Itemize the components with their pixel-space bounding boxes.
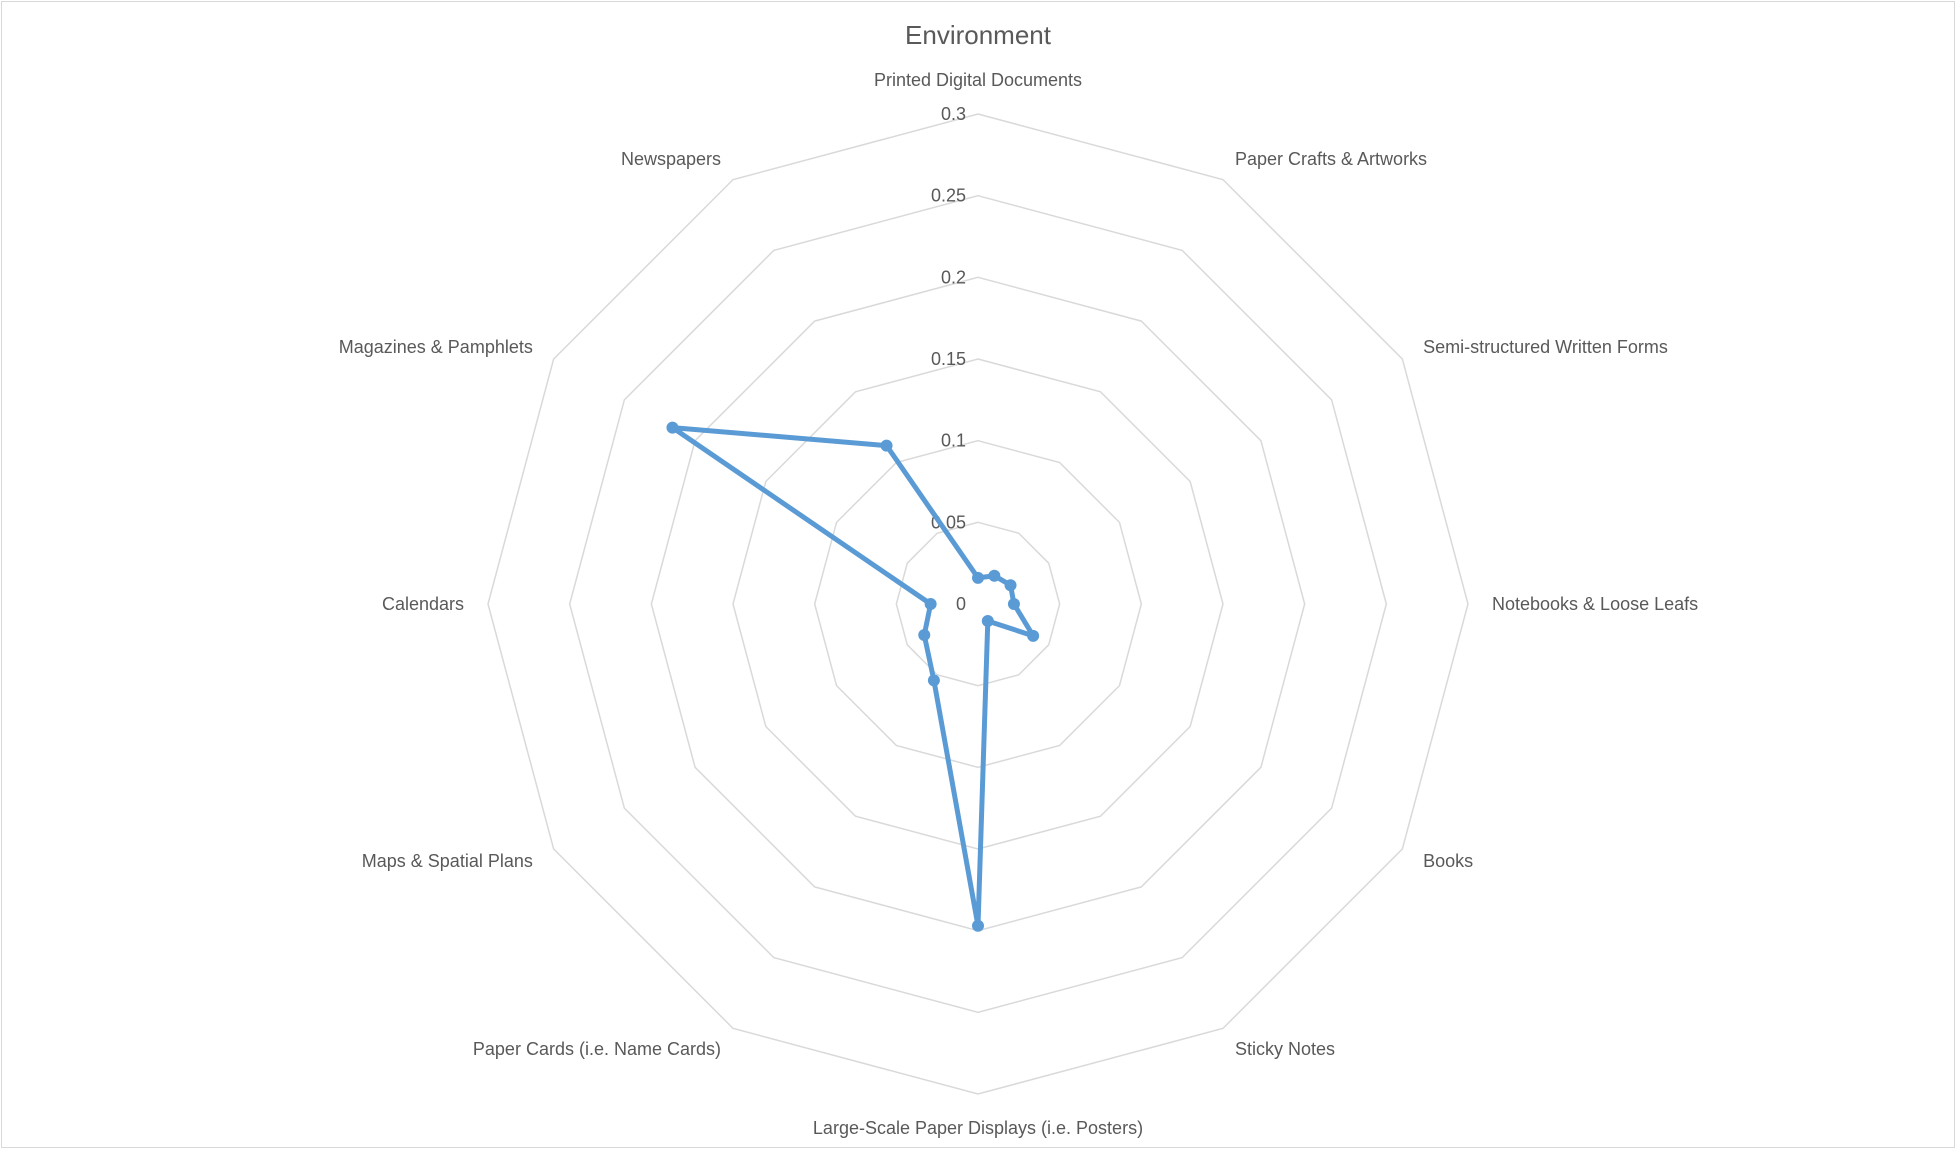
- category-label-7: Paper Cards (i.e. Name Cards): [473, 1039, 721, 1059]
- data-point-10: [666, 421, 679, 434]
- tick-label-1: 0.05: [931, 512, 966, 532]
- data-point-3: [1007, 598, 1020, 610]
- category-label-10: Magazines & Pamphlets: [339, 337, 533, 357]
- category-label-6: Large-Scale Paper Displays (i.e. Posters…: [813, 1118, 1143, 1138]
- data-series: [666, 421, 1040, 932]
- data-point-11: [880, 439, 893, 452]
- chart-title: Environment: [905, 20, 1052, 50]
- tick-label-6: 0.3: [941, 104, 966, 124]
- data-point-4: [1027, 629, 1040, 642]
- radar-grid: [487, 113, 1469, 1095]
- grid-ring-6: [487, 113, 1469, 1095]
- data-point-1: [988, 569, 1001, 582]
- tick-label-2: 0.1: [941, 431, 966, 451]
- data-point-6: [972, 919, 984, 932]
- category-label-3: Notebooks & Loose Leafs: [1492, 594, 1698, 614]
- category-label-9: Calendars: [382, 594, 464, 614]
- radial-axis-ticks: 0 0.05 0.1 0.15 0.2 0.25 0.3: [931, 104, 966, 614]
- tick-label-4: 0.2: [941, 267, 966, 287]
- data-point-0: [972, 571, 984, 584]
- category-label-1: Paper Crafts & Artworks: [1235, 149, 1427, 169]
- data-point-8: [918, 629, 931, 642]
- data-point-2: [1004, 579, 1017, 592]
- grid-ring-4: [650, 276, 1306, 932]
- data-point-5: [981, 614, 994, 627]
- grid-ring-3: [732, 358, 1224, 850]
- category-label-5: Sticky Notes: [1235, 1039, 1335, 1059]
- data-point-9: [924, 598, 937, 610]
- category-label-2: Semi-structured Written Forms: [1423, 337, 1668, 357]
- grid-ring-1: [895, 521, 1061, 687]
- tick-label-5: 0.25: [931, 186, 966, 206]
- tick-label-0: 0: [956, 594, 966, 614]
- category-label-0: Printed Digital Documents: [874, 70, 1082, 90]
- tick-label-3: 0.15: [931, 349, 966, 369]
- grid-ring-5: [568, 194, 1388, 1014]
- series-line-0: [669, 425, 1036, 929]
- category-label-4: Books: [1423, 851, 1473, 871]
- category-label-11: Newspapers: [621, 149, 721, 169]
- grid-ring-2: [813, 439, 1143, 769]
- category-labels: Printed Digital Documents Paper Crafts & …: [339, 70, 1698, 1138]
- category-label-8: Maps & Spatial Plans: [362, 851, 533, 871]
- data-point-7: [927, 674, 940, 687]
